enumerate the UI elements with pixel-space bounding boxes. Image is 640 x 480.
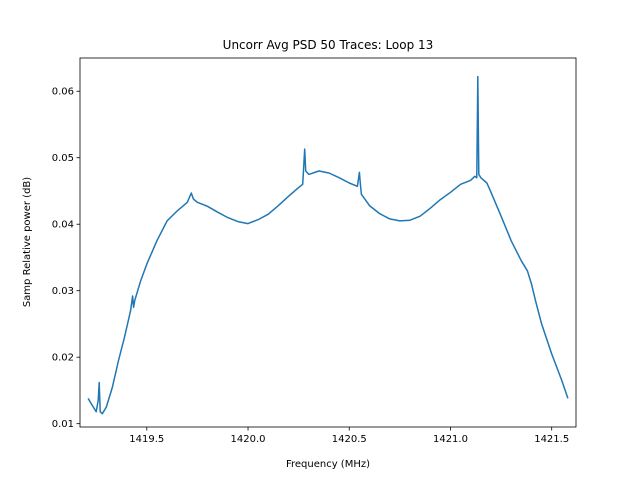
x-tick-label: 1420.5 xyxy=(332,434,367,445)
y-tick-label: 0.01 xyxy=(52,419,74,430)
y-axis-ticks: 0.01 0.02 0.03 0.04 0.05 0.06 xyxy=(52,87,80,430)
y-tick-label: 0.06 xyxy=(52,87,74,98)
chart-title: Uncorr Avg PSD 50 Traces: Loop 13 xyxy=(223,38,434,52)
y-tick-label: 0.03 xyxy=(52,286,74,297)
x-tick-label: 1420.0 xyxy=(231,434,266,445)
x-axis-ticks: 1419.5 1420.0 1420.5 1421.0 1421.5 xyxy=(129,427,569,445)
plot-area xyxy=(79,57,577,428)
x-tick-label: 1419.5 xyxy=(129,434,164,445)
y-tick-label: 0.02 xyxy=(52,353,74,364)
series-line xyxy=(87,75,569,415)
plot-frame xyxy=(79,57,577,428)
y-axis-title: Samp Relative power (dB) xyxy=(22,177,33,307)
x-tick-label: 1421.0 xyxy=(433,434,468,445)
y-tick-label: 0.05 xyxy=(52,153,74,164)
x-tick-label: 1421.5 xyxy=(534,434,569,445)
y-tick-label: 0.04 xyxy=(52,220,74,231)
x-axis-title: Frequency (MHz) xyxy=(286,459,370,470)
